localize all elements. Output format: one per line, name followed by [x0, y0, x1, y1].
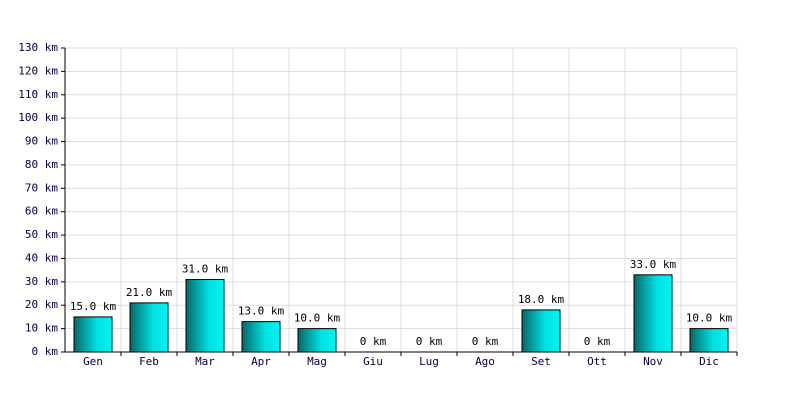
bar: [689, 328, 729, 353]
x-tick-label: Gen: [83, 355, 103, 368]
x-tick-label: Nov: [643, 355, 663, 368]
value-label: 0 km: [360, 335, 387, 348]
y-tick-label: 60 km: [25, 205, 58, 218]
x-tick-label: Giu: [363, 355, 383, 368]
y-tick-label: 80 km: [25, 158, 58, 171]
y-tick-label: 100 km: [18, 111, 58, 124]
y-tick-label: 120 km: [18, 64, 58, 77]
x-tick-label: Dic: [699, 355, 719, 368]
bar: [521, 309, 561, 353]
x-tick-label: Ott: [587, 355, 607, 368]
y-tick-label: 40 km: [25, 251, 58, 264]
bar: [185, 279, 225, 353]
y-tick-label: 0 km: [32, 345, 59, 358]
x-tick-label: Mar: [195, 355, 215, 368]
x-tick-label: Feb: [139, 355, 159, 368]
y-tick-label: 10 km: [25, 322, 58, 335]
x-tick-label: Lug: [419, 355, 439, 368]
y-tick-label: 20 km: [25, 298, 58, 311]
bar: [297, 328, 337, 353]
value-label: 33.0 km: [630, 258, 677, 271]
y-tick-label: 50 km: [25, 228, 58, 241]
y-tick-label: 70 km: [25, 181, 58, 194]
value-label: 31.0 km: [182, 263, 229, 276]
bar: [129, 302, 169, 353]
x-tick-label: Apr: [251, 355, 271, 368]
value-label: 13.0 km: [238, 305, 285, 318]
value-label: 0 km: [416, 335, 443, 348]
bar: [73, 316, 113, 353]
y-tick-label: 90 km: [25, 135, 58, 148]
x-tick-label: Ago: [475, 355, 495, 368]
x-tick-label: Mag: [307, 355, 327, 368]
value-label: 10.0 km: [686, 312, 733, 325]
value-label: 10.0 km: [294, 312, 341, 325]
y-tick-label: 130 km: [18, 41, 58, 54]
value-label: 18.0 km: [518, 293, 565, 306]
value-label: 0 km: [472, 335, 499, 348]
y-tick-label: 30 km: [25, 275, 58, 288]
value-label: 21.0 km: [126, 286, 173, 299]
bar: [241, 321, 281, 353]
value-label: 15.0 km: [70, 300, 117, 313]
value-label: 0 km: [584, 335, 611, 348]
x-tick-label: Set: [531, 355, 551, 368]
bar: [633, 274, 673, 353]
y-tick-label: 110 km: [18, 88, 58, 101]
